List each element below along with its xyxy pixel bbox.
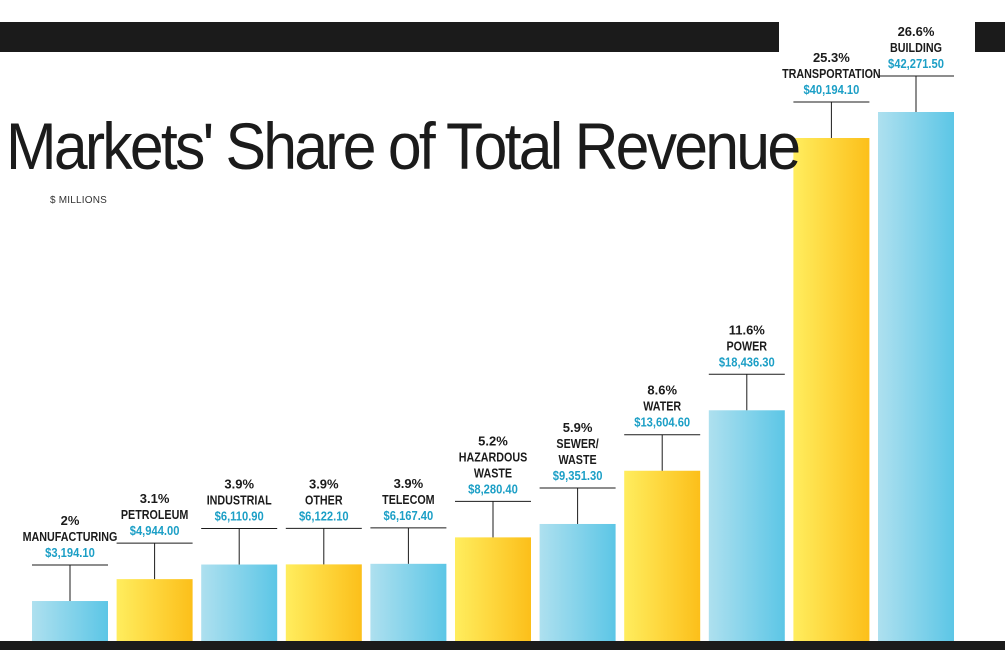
category-label-9: POWER [727,340,768,354]
category-label-2: PETROLEUM [121,508,188,522]
value-label-3: $6,110.90 [215,509,264,524]
share-label-2: 3.1% [140,491,170,506]
bar-9 [708,410,785,641]
bar-1 [32,601,108,641]
value-label-11: $42,271.50 [888,56,944,71]
share-label-7: 5.9% [563,420,593,435]
category-label-11: BUILDING [890,41,942,55]
baseline [0,641,1005,650]
value-label-9: $18,436.30 [719,354,775,369]
value-label-4: $6,122.10 [299,509,349,524]
category-label-3: INDUSTRIAL [207,494,272,508]
value-label-10: $40,194.10 [803,82,859,97]
share-label-4: 3.9% [309,476,339,491]
value-label-8: $13,604.60 [634,415,690,430]
share-label-5: 3.9% [394,476,424,491]
bar-11 [878,112,954,641]
category-label-1: MANUFACTURING [23,530,118,544]
category-label-8: WATER [643,400,682,414]
value-label-5: $6,167.40 [384,508,434,523]
share-label-3: 3.9% [224,477,254,492]
header-band-end [975,22,1005,52]
bar-3 [201,564,278,641]
bar-10 [793,137,870,641]
category-label-10: TRANSPORTATION [782,67,881,81]
category-label-5: TELECOM [382,493,434,507]
share-label-6: 5.2% [478,433,508,448]
value-label-1: $3,194.10 [45,545,95,560]
bar-7 [539,523,616,641]
bar-6 [455,537,531,641]
share-label-10: 25.3% [813,50,850,65]
share-label-8: 8.6% [647,383,677,398]
share-label-9: 11.6% [729,322,766,337]
chart-title: Markets' Share of Total Revenue [6,109,801,183]
bar-2 [116,579,193,641]
category-label-4: OTHER [305,494,343,508]
category-label-7: SEWER/ [556,437,599,451]
bar-4 [285,564,362,641]
unit-label: $ MILLIONS [50,195,108,206]
header-band [0,22,779,52]
bars-group [32,112,954,641]
category-label-6: HAZARDOUS [459,451,528,465]
category-label-7: WASTE [559,453,597,467]
labels-group: 2% MANUFACTURING$3,194.10 3.1% PETROLEUM$4,… [23,24,954,602]
share-label-11: 26.6% [898,24,935,39]
value-label-7: $9,351.30 [553,468,603,483]
value-label-2: $4,944.00 [130,523,180,538]
bar-5 [370,563,447,641]
category-label-6: WASTE [474,467,512,481]
bar-8 [624,470,701,641]
value-label-6: $8,280.40 [468,482,518,497]
share-label-1: 2% [61,513,80,528]
